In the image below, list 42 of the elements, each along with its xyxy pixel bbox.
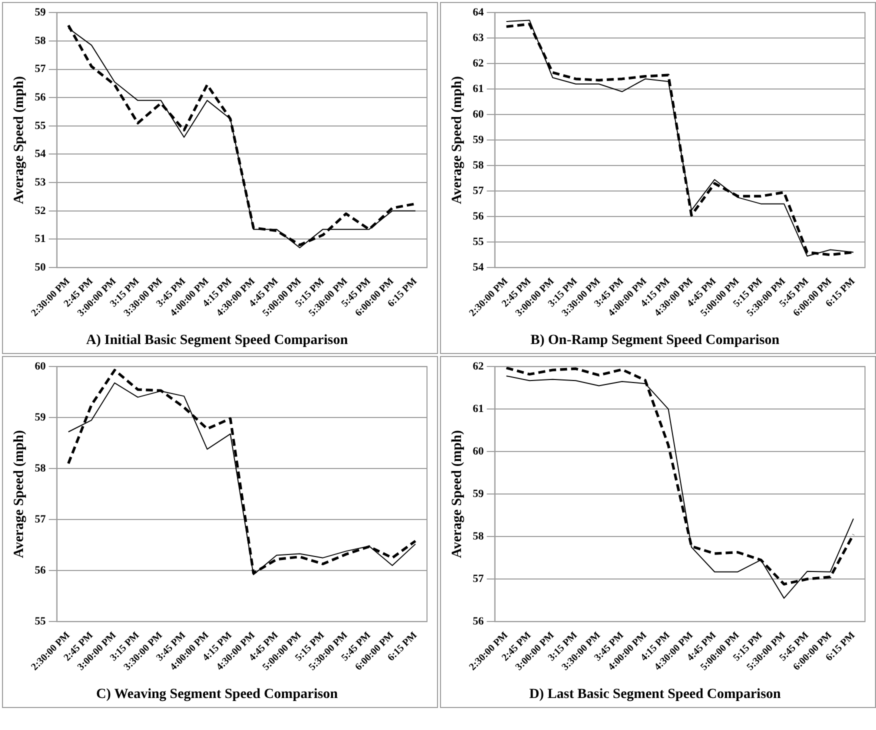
y-tick-label: 50 [34,261,46,274]
y-tick-label: 54 [34,148,46,160]
text: A) Initial Basic Segment Speed Comparison [86,333,348,348]
y-tick-label: 61 [472,82,484,95]
y-tick-label: 63 [472,32,484,44]
y-tick-label: 56 [472,615,484,628]
y-tick-label: 60 [472,445,484,458]
y-tick-label: 62 [472,360,484,372]
y-tick-label: 64 [472,6,484,18]
y-tick-label: 53 [34,176,46,188]
y-tick-label: 52 [34,204,46,217]
y-tick-label: 56 [472,210,484,222]
y-tick-label: 55 [34,120,46,132]
y-tick-label: 59 [472,134,484,146]
y-tick-label: 57 [472,184,484,197]
y-tick-label: 59 [34,411,46,424]
y-axis-title: Average Speed (mph) [450,76,466,204]
y-axis-title: Average Speed (mph) [12,430,28,558]
y-tick-label: 56 [34,91,46,104]
y-tick-label: 57 [34,63,46,76]
y-tick-label: 57 [472,572,484,585]
y-tick-label: 60 [34,360,46,372]
text: C) Weaving Segment Speed Comparison [96,687,338,702]
y-tick-label: 51 [34,233,46,246]
text: D) Last Basic Segment Speed Comparison [529,687,782,702]
y-tick-label: 54 [472,261,484,274]
y-tick-label: 58 [472,530,484,542]
y-tick-label: 58 [34,34,46,47]
y-tick-label: 57 [34,513,46,526]
y-axis-title: Average Speed (mph) [450,430,466,558]
y-tick-label: 62 [472,57,484,70]
y-tick-label: 59 [472,488,484,500]
y-tick-label: 60 [472,108,484,120]
y-tick-label: 58 [472,159,484,172]
y-tick-label: 59 [34,6,46,18]
y-tick-label: 56 [34,564,46,576]
y-axis-title: Average Speed (mph) [12,76,28,204]
y-tick-label: 58 [34,462,46,474]
y-tick-label: 61 [472,402,484,415]
text: B) On-Ramp Segment Speed Comparison [530,333,780,348]
y-tick-label: 55 [472,236,484,248]
y-tick-label: 55 [34,615,46,628]
